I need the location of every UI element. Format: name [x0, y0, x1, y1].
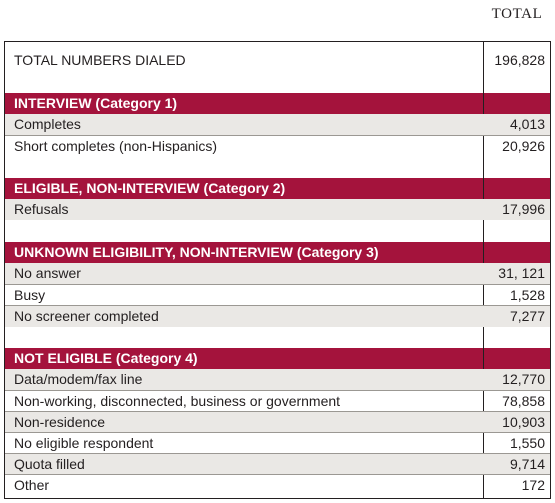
row-label: Short completes (non-Hispanics) [14, 138, 218, 154]
table-row: No eligible respondent 1,550 [5, 432, 550, 454]
row-label: No screener completed [14, 308, 159, 324]
section-header-category-1: INTERVIEW (Category 1) [5, 93, 550, 114]
row-value: 7,277 [509, 308, 545, 324]
table-row: Data/modem/fax line 12,770 [5, 369, 550, 390]
section-header-category-3: UNKNOWN ELIGIBILITY, NON-INTERVIEW (Cate… [5, 242, 550, 263]
table-row: Busy 1,528 [5, 284, 550, 306]
section-title: UNKNOWN ELIGIBILITY, NON-INTERVIEW (Cate… [14, 244, 379, 260]
row-label: Other [14, 477, 50, 493]
row-value: 12,770 [502, 371, 545, 387]
table-row: Refusals 17,996 [5, 199, 550, 220]
column-header-total: TOTAL [491, 6, 543, 22]
section-title: NOT ELIGIBLE (Category 4) [14, 350, 198, 366]
section-title: ELIGIBLE, NON-INTERVIEW (Category 2) [14, 180, 286, 196]
row-label: Data/modem/fax line [14, 371, 143, 387]
row-value: 1,528 [509, 287, 545, 303]
row-label: No answer [14, 265, 81, 281]
disposition-table: TOTAL NUMBERS DIALED 196,828 INTERVIEW (… [4, 41, 551, 499]
row-value: 17,996 [502, 201, 545, 217]
section-title: INTERVIEW (Category 1) [14, 95, 178, 111]
row-label: Refusals [14, 201, 69, 217]
row-value: 78,858 [502, 393, 545, 409]
row-value: 9,714 [509, 456, 545, 472]
row-value: 1,550 [509, 435, 545, 451]
total-row-value: 196,828 [494, 52, 545, 68]
row-value: 10,903 [502, 414, 545, 430]
row-label: No eligible respondent [14, 435, 154, 451]
row-label: Completes [14, 116, 81, 132]
table-row: Short completes (non-Hispanics) 20,926 [5, 135, 550, 157]
row-value: 172 [521, 477, 545, 493]
section-header-category-4: NOT ELIGIBLE (Category 4) [5, 348, 550, 369]
row-value: 31, 121 [498, 265, 545, 281]
row-label: Quota filled [14, 456, 85, 472]
total-numbers-dialed-row: TOTAL NUMBERS DIALED 196,828 [5, 50, 550, 71]
row-value: 4,013 [509, 116, 545, 132]
row-label: Non-working, disconnected, business or g… [14, 393, 341, 409]
section-header-category-2: ELIGIBLE, NON-INTERVIEW (Category 2) [5, 178, 550, 199]
row-value: 20,926 [502, 138, 545, 154]
table-row: Non-working, disconnected, business or g… [5, 390, 550, 412]
total-row-label: TOTAL NUMBERS DIALED [14, 52, 186, 68]
table-row: Non-residence 10,903 [5, 411, 550, 433]
table-row: No answer 31, 121 [5, 263, 550, 284]
table-row: Completes 4,013 [5, 114, 550, 135]
row-label: Non-residence [14, 414, 106, 430]
row-label: Busy [14, 287, 46, 303]
table-row: Other 172 [5, 474, 550, 496]
table-row: Quota filled 9,714 [5, 453, 550, 475]
table-row: No screener completed 7,277 [5, 305, 550, 327]
